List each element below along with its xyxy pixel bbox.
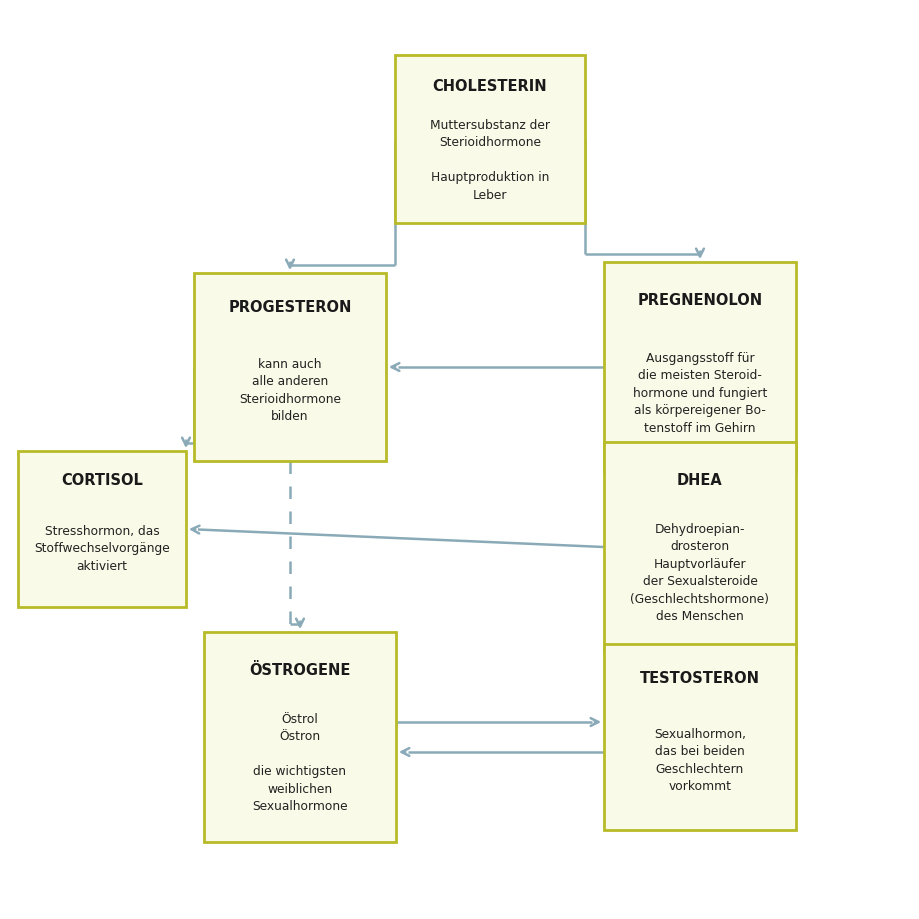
Text: CHOLESTERIN: CHOLESTERIN — [432, 79, 547, 94]
FancyBboxPatch shape — [604, 443, 795, 652]
Text: Dehydroepian-
drosteron
Hauptvorläufer
der Sexualsteroide
(Geschlechtshormone)
d: Dehydroepian- drosteron Hauptvorläufer d… — [630, 522, 768, 623]
FancyBboxPatch shape — [604, 644, 795, 830]
FancyBboxPatch shape — [204, 632, 395, 842]
Text: Ausgangsstoff für
die meisten Steroid-
hormone und fungiert
als körpereigener Bo: Ausgangsstoff für die meisten Steroid- h… — [632, 351, 766, 434]
Text: kann auch
alle anderen
Sterioidhormone
bilden: kann auch alle anderen Sterioidhormone b… — [239, 357, 341, 423]
Text: DHEA: DHEA — [676, 472, 722, 488]
Text: ÖSTROGENE: ÖSTROGENE — [249, 663, 350, 677]
FancyBboxPatch shape — [18, 451, 186, 607]
Text: Östrol
Östron

die wichtigsten
weiblichen
Sexualhormone: Östrol Östron die wichtigsten weiblichen… — [252, 712, 347, 812]
Text: Sexualhormon,
das bei beiden
Geschlechtern
vorkommt: Sexualhormon, das bei beiden Geschlechte… — [653, 727, 745, 792]
FancyBboxPatch shape — [604, 263, 795, 472]
Text: PROGESTERON: PROGESTERON — [228, 300, 351, 315]
FancyBboxPatch shape — [394, 56, 584, 223]
Text: Stresshormon, das
Stoffwechselvorgänge
aktiviert: Stresshormon, das Stoffwechselvorgänge a… — [34, 524, 170, 573]
Text: TESTOSTERON: TESTOSTERON — [640, 670, 759, 686]
FancyBboxPatch shape — [194, 274, 386, 461]
Text: CORTISOL: CORTISOL — [61, 472, 142, 487]
Text: PREGNENOLON: PREGNENOLON — [637, 293, 762, 308]
Text: Muttersubstanz der
Sterioidhormone

Hauptproduktion in
Leber: Muttersubstanz der Sterioidhormone Haupt… — [429, 119, 550, 201]
